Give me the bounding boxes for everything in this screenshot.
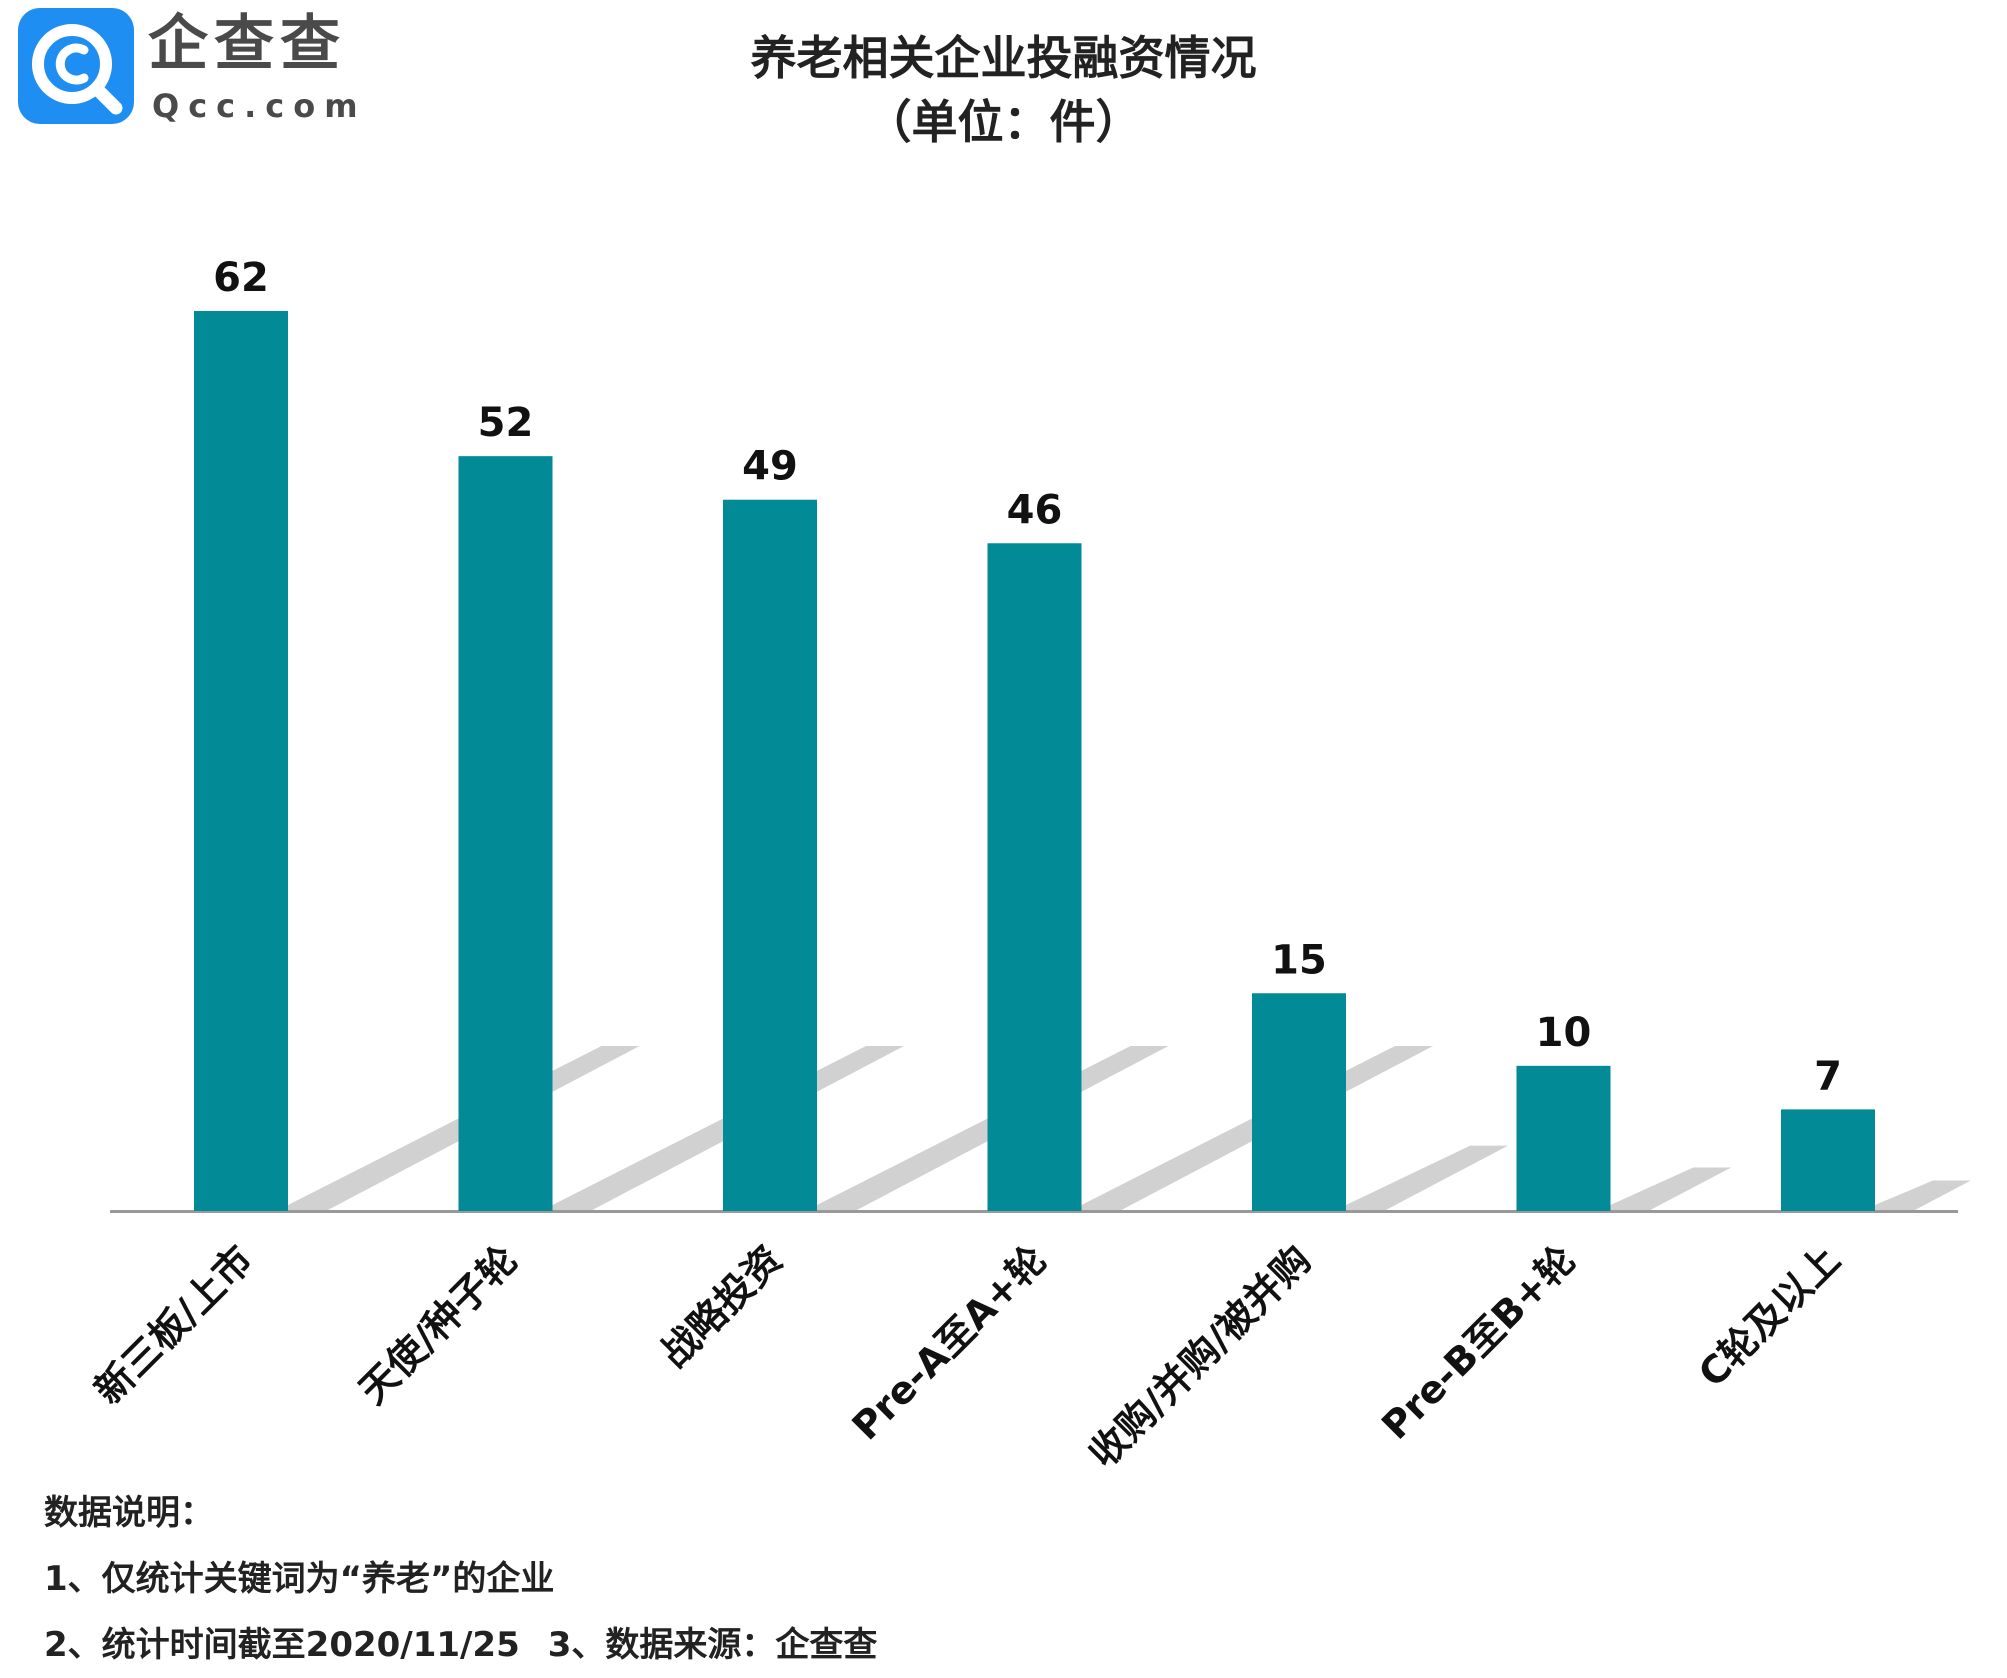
bar-shadow xyxy=(1610,1167,1732,1211)
notes-line-2-time: 2、统计时间截至2020/11/25 xyxy=(44,1625,520,1665)
bar-4 xyxy=(987,543,1082,1211)
notes-line-2-source: 3、数据来源：企查查 xyxy=(547,1625,878,1665)
data-notes: 数据说明： 1、仅统计关键词为“养老”的企业 2、统计时间截至2020/11/2… xyxy=(44,1480,877,1678)
bar-3 xyxy=(723,499,817,1211)
data-label-4: 46 xyxy=(1007,487,1063,533)
category-label-6: Pre-B至B+轮 xyxy=(1373,1237,1584,1448)
category-label-3: 战略投资 xyxy=(652,1237,791,1376)
bar-6 xyxy=(1516,1065,1611,1211)
category-label-4: Pre-A至A+轮 xyxy=(844,1237,1055,1448)
logo-name-en: Qcc.com xyxy=(152,87,367,125)
notes-line-2: 2、统计时间截至2020/11/25 3、数据来源：企查查 xyxy=(44,1612,877,1678)
bar-chart: 62 新三板/上市 52 天使/种子轮 49 战略投资 46 Pre-A至A+轮 15 收购/并购… xyxy=(86,255,1971,1476)
data-label-6: 10 xyxy=(1536,1010,1592,1056)
category-label-5: 收购/并购/被并购 xyxy=(1081,1237,1320,1476)
bar-1 xyxy=(194,311,288,1211)
category-label-7: C轮及以上 xyxy=(1690,1237,1848,1395)
bar-5 xyxy=(1252,993,1346,1211)
chart-subtitle-unit: （单位：件） xyxy=(865,95,1142,149)
data-label-2: 52 xyxy=(478,400,534,446)
bar-shadow xyxy=(1875,1180,1971,1211)
notes-heading: 数据说明： xyxy=(44,1493,214,1533)
chart-title: 养老相关企业投融资情况 xyxy=(750,31,1257,85)
category-label-2: 天使/种子轮 xyxy=(351,1237,526,1412)
data-label-7: 7 xyxy=(1814,1053,1842,1099)
data-label-1: 62 xyxy=(213,255,269,301)
data-label-5: 15 xyxy=(1271,937,1327,983)
logo-name-cn: 企查查 xyxy=(148,9,346,79)
category-label-1: 新三板/上市 xyxy=(86,1237,261,1412)
bar-shadow xyxy=(1346,1145,1509,1211)
bar-2 xyxy=(458,456,553,1212)
qcc-logo: 企查查 Qcc.com xyxy=(18,8,358,128)
data-label-3: 49 xyxy=(742,444,798,490)
qcc-magnifier-icon xyxy=(18,8,134,124)
notes-line-1: 1、仅统计关键词为“养老”的企业 xyxy=(44,1559,555,1599)
bar-7 xyxy=(1781,1109,1875,1211)
